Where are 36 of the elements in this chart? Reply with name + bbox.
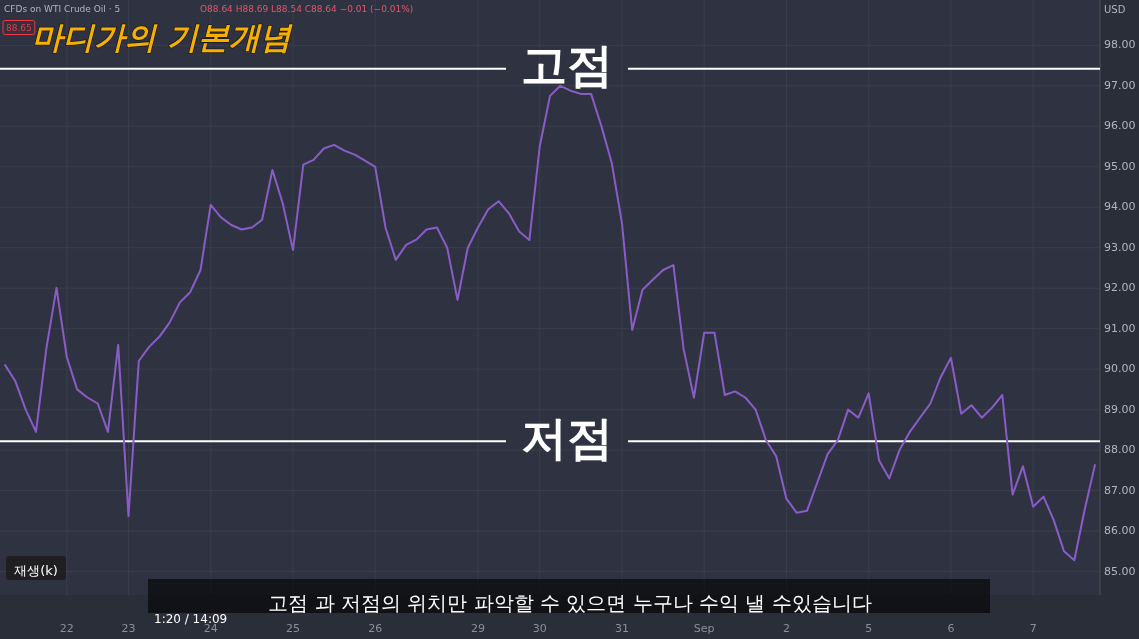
x-tick-label: 6 (947, 622, 955, 635)
y-tick-label: 93.00 (1104, 240, 1136, 254)
x-tick-label: 29 (471, 622, 486, 635)
annotation: 재생(k) (14, 562, 58, 578)
x-tick-label: 22 (59, 622, 74, 635)
x-tick-label: 24 (203, 622, 218, 635)
text: 마디가의 기본개념 (32, 19, 293, 55)
y-tick-label: 92.00 (1104, 281, 1136, 295)
x-tick-label: 26 (368, 622, 383, 635)
x-tick-label: 7 (1029, 622, 1037, 635)
annotation: 88.65 (6, 22, 32, 33)
y-tick-label: 97.00 (1104, 78, 1136, 92)
x-tick-label: 23 (121, 622, 136, 635)
x-tick-label: 2 (782, 622, 790, 635)
annotation: 고점 과 저점의 위치만 파악할 수 있으면 누구나 수익 낼 수있습니다 (268, 590, 872, 615)
annotation: O88.64 H88.69 L88.54 C88.64 −0.01 (−0.01%) (200, 3, 414, 14)
text: USD (1104, 4, 1126, 15)
y-tick-label: 91.00 (1104, 321, 1136, 335)
x-tick-label: 5 (865, 622, 873, 635)
y-tick-label: 89.00 (1104, 402, 1136, 416)
y-tick-label: 90.00 (1104, 362, 1136, 376)
ref-line-label: 저점 (521, 410, 613, 465)
y-tick-label: 96.00 (1104, 119, 1136, 133)
y-tick-label: 85.00 (1104, 564, 1136, 578)
x-tick-label: Sep (693, 622, 715, 635)
y-tick-label: 94.00 (1104, 200, 1136, 214)
y-tick-label: 86.00 (1104, 524, 1136, 538)
x-tick-label: 25 (285, 622, 300, 635)
x-tick-label: 30 (532, 622, 547, 635)
y-tick-label: 98.00 (1104, 38, 1136, 52)
y-tick-label: 95.00 (1104, 159, 1136, 173)
x-tick-label: 31 (614, 622, 629, 635)
y-tick-label: 87.00 (1104, 483, 1136, 497)
annotation: CFDs on WTI Crude Oil · 5 (4, 3, 121, 14)
ref-line-label: 고점 (521, 38, 613, 93)
y-tick-label: 88.00 (1104, 443, 1136, 457)
